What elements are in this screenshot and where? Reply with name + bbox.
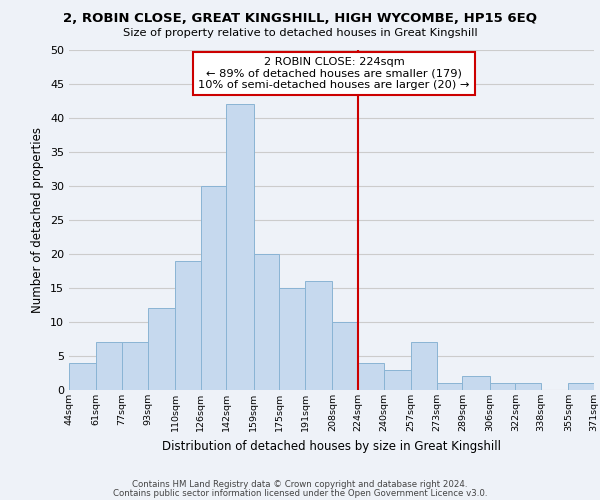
Bar (490, 383, 515, 390)
Bar (175, 261, 200, 390)
Bar (437, 383, 463, 390)
Bar (358, 363, 383, 390)
Bar (254, 254, 280, 390)
Text: Contains public sector information licensed under the Open Government Licence v3: Contains public sector information licen… (113, 490, 487, 498)
Bar (122, 342, 148, 390)
X-axis label: Distribution of detached houses by size in Great Kingshill: Distribution of detached houses by size … (162, 440, 501, 452)
Bar (515, 383, 541, 390)
Bar (568, 383, 594, 390)
Text: 2, ROBIN CLOSE, GREAT KINGSHILL, HIGH WYCOMBE, HP15 6EQ: 2, ROBIN CLOSE, GREAT KINGSHILL, HIGH WY… (63, 12, 537, 24)
Bar (280, 288, 305, 390)
Bar (200, 186, 226, 390)
Bar (332, 322, 358, 390)
Bar (383, 370, 411, 390)
Bar (96, 342, 122, 390)
Bar (148, 308, 175, 390)
Bar (305, 281, 332, 390)
Bar (411, 342, 437, 390)
Text: 2 ROBIN CLOSE: 224sqm
← 89% of detached houses are smaller (179)
10% of semi-det: 2 ROBIN CLOSE: 224sqm ← 89% of detached … (199, 57, 470, 90)
Text: Contains HM Land Registry data © Crown copyright and database right 2024.: Contains HM Land Registry data © Crown c… (132, 480, 468, 489)
Bar (69, 363, 96, 390)
Text: Size of property relative to detached houses in Great Kingshill: Size of property relative to detached ho… (122, 28, 478, 38)
Bar (226, 104, 254, 390)
Y-axis label: Number of detached properties: Number of detached properties (31, 127, 44, 313)
Bar (463, 376, 490, 390)
